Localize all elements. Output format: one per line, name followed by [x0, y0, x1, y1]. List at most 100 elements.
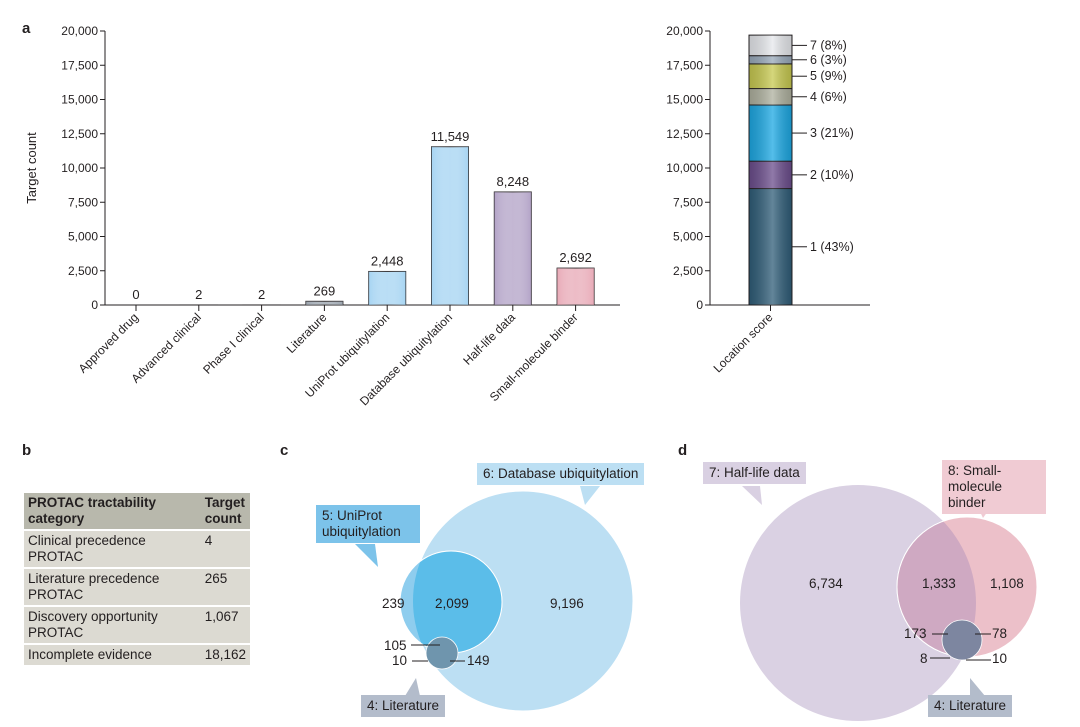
- segment-shading: [749, 188, 792, 305]
- data-label: 11,549: [431, 129, 470, 144]
- table-row: Incomplete evidence 18,162: [24, 644, 250, 667]
- region-label: 239: [382, 596, 405, 611]
- region-label: 10: [392, 653, 408, 668]
- table-cell: 4: [200, 530, 250, 569]
- data-label: 0: [132, 287, 139, 302]
- callout-tail-db: [580, 486, 600, 505]
- panel-label-b: b: [22, 442, 32, 459]
- table-row: Discovery opportunity PROTAC 1,067: [24, 606, 250, 645]
- table-cell: Incomplete evidence: [24, 644, 201, 667]
- venn-c: [355, 485, 1038, 721]
- segment-shading: [749, 35, 792, 56]
- bar-highlight: [494, 192, 532, 305]
- table-cell: 265: [200, 568, 250, 607]
- y-tick-label: 20,000: [666, 24, 703, 38]
- y-tick-label: 17,500: [61, 58, 98, 72]
- region-label: 173: [904, 626, 927, 641]
- y-tick-label: 12,500: [61, 127, 98, 141]
- y-tick-label: 7,500: [673, 195, 703, 209]
- x-tick-label: Location score: [711, 310, 776, 375]
- table-cell: Discovery opportunity PROTAC: [24, 606, 201, 645]
- segment-shading: [749, 88, 792, 105]
- table-row: Clinical precedence PROTAC 4: [24, 530, 250, 569]
- bar-highlight: [368, 271, 406, 305]
- y-tick-label: 17,500: [666, 58, 703, 72]
- y-tick-label: 2,500: [68, 264, 98, 278]
- callout-uniprot-ubiquitylation: 5: UniProt ubiquitylation: [316, 505, 420, 543]
- y-tick-label: 7,500: [68, 195, 98, 209]
- y-tick-label: 0: [696, 298, 703, 312]
- data-label: 2: [195, 287, 202, 302]
- region-label: 149: [467, 653, 490, 668]
- x-tick-label: Phase I clinical: [200, 310, 267, 377]
- data-label: 2: [258, 287, 265, 302]
- callout-database-ubiquitylation: 6: Database ubiquitylation: [477, 463, 645, 485]
- x-tick-label: Approved drug: [76, 310, 142, 376]
- callout-tail-lit-d: [970, 678, 985, 696]
- y-tick-label: 5,000: [68, 230, 98, 244]
- data-label: 2,692: [559, 250, 592, 265]
- region-label: 1,108: [990, 576, 1024, 591]
- data-label: 269: [314, 283, 336, 298]
- bar-highlight: [431, 146, 469, 305]
- callout-literature-c: 4: Literature: [361, 695, 446, 717]
- panel-label-d: d: [678, 442, 688, 459]
- y-tick-label: 15,000: [61, 93, 98, 107]
- y-tick-label: 0: [91, 298, 98, 312]
- region-label: 2,099: [435, 596, 469, 611]
- region-label: 10: [992, 651, 1008, 666]
- region-label: 78: [992, 626, 1008, 641]
- segment-label: 5 (9%): [810, 69, 847, 83]
- region-label: 105: [384, 638, 407, 653]
- x-tick-label: Advanced clinical: [128, 310, 203, 385]
- region-label: 9,196: [550, 596, 584, 611]
- region-label: 1,333: [922, 576, 956, 591]
- segment-label: 3 (21%): [810, 126, 854, 140]
- x-tick-label: Literature: [284, 310, 330, 356]
- segment-label: 7 (8%): [810, 38, 847, 52]
- protac-tractability-table: PROTAC tractability category Target coun…: [24, 493, 250, 667]
- segment-label: 4 (6%): [810, 90, 847, 104]
- segment-label: 1 (43%): [810, 240, 854, 254]
- segment-shading: [749, 161, 792, 189]
- table-header: Target count: [200, 493, 250, 531]
- bar-highlight: [557, 268, 595, 305]
- segment-shading: [749, 55, 792, 64]
- callout-tail-uniprot: [355, 544, 378, 567]
- y-tick-label: 15,000: [666, 93, 703, 107]
- callout-half-life-data: 7: Half-life data: [703, 462, 806, 484]
- y-tick-label: 12,500: [666, 127, 703, 141]
- y-tick-label: 10,000: [666, 161, 703, 175]
- segment-shading: [749, 104, 792, 162]
- table-header-row: PROTAC tractability category Target coun…: [24, 493, 250, 531]
- bar-highlight: [305, 301, 343, 305]
- table-cell: 1,067: [200, 606, 250, 645]
- y-tick-label: 20,000: [61, 24, 98, 38]
- data-label: 8,248: [497, 174, 530, 189]
- callout-literature-d: 4: Literature: [928, 695, 1013, 717]
- segment-shading: [749, 63, 792, 89]
- panel-label-a: a: [22, 20, 31, 37]
- table-cell: Literature precedence PROTAC: [24, 568, 201, 607]
- callout-small-molecule-binder: 8: Small-molecule binder: [942, 460, 1046, 514]
- table-cell: Clinical precedence PROTAC: [24, 530, 201, 569]
- stacked-bar-chart: 0 2,500 5,000 7,500 10,000 12,500 15,000 17,500…: [666, 24, 870, 375]
- y-tick-label: 5,000: [673, 230, 703, 244]
- table-row: Literature precedence PROTAC 265: [24, 568, 250, 607]
- segment-label: 6 (3%): [810, 53, 847, 67]
- y-tick-label: 10,000: [61, 161, 98, 175]
- table-header: PROTAC tractability category: [24, 493, 201, 531]
- venn-c-literature-circle: [425, 636, 459, 670]
- segment-label: 2 (10%): [810, 168, 854, 182]
- y-tick-label: 2,500: [673, 264, 703, 278]
- callout-tail-lit-c: [405, 678, 420, 696]
- table-cell: 18,162: [200, 644, 250, 667]
- bar-chart-a: 0 2,500 5,000 7,500 10,000 12,500 15,000 17,500…: [24, 24, 620, 408]
- region-label: 8: [920, 651, 928, 666]
- callout-tail-halflife: [742, 486, 762, 505]
- x-tick-label: Half-life data: [460, 310, 518, 368]
- panel-label-c: c: [280, 442, 289, 459]
- venn-d-literature-circle: [941, 619, 983, 661]
- data-label: 2,448: [371, 253, 404, 268]
